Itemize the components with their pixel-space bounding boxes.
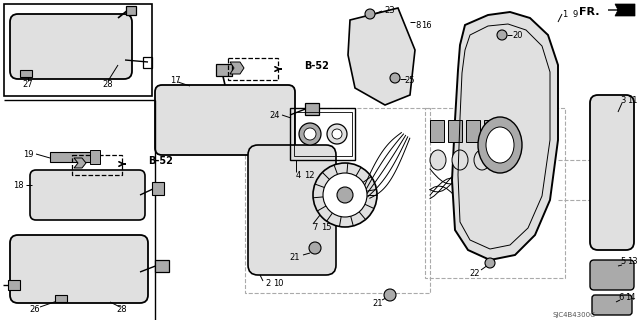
Text: B-52: B-52 bbox=[148, 156, 173, 166]
Bar bbox=[228, 58, 278, 80]
Ellipse shape bbox=[313, 163, 377, 227]
Text: B-52: B-52 bbox=[304, 61, 329, 71]
Bar bbox=[152, 182, 164, 195]
FancyBboxPatch shape bbox=[10, 14, 132, 79]
Text: 12: 12 bbox=[304, 171, 314, 180]
Text: 6: 6 bbox=[618, 292, 624, 301]
Bar bbox=[216, 64, 232, 76]
Text: 21: 21 bbox=[290, 253, 300, 262]
FancyBboxPatch shape bbox=[590, 95, 634, 250]
FancyBboxPatch shape bbox=[248, 145, 336, 275]
Ellipse shape bbox=[384, 289, 396, 301]
Text: 13: 13 bbox=[627, 258, 637, 267]
Bar bbox=[430, 120, 444, 142]
Text: 5: 5 bbox=[620, 258, 626, 267]
Text: 25: 25 bbox=[404, 76, 415, 84]
Text: 28: 28 bbox=[102, 79, 113, 89]
Ellipse shape bbox=[365, 9, 375, 19]
Ellipse shape bbox=[309, 242, 321, 254]
Ellipse shape bbox=[327, 124, 347, 144]
Text: 17: 17 bbox=[170, 76, 180, 84]
FancyBboxPatch shape bbox=[30, 170, 145, 220]
Bar bbox=[245, 108, 430, 293]
Text: 22: 22 bbox=[470, 268, 480, 277]
Ellipse shape bbox=[323, 173, 367, 217]
Text: 19: 19 bbox=[23, 149, 33, 158]
Ellipse shape bbox=[430, 150, 446, 170]
Text: 27: 27 bbox=[22, 79, 33, 89]
Polygon shape bbox=[608, 4, 635, 16]
Bar bbox=[20, 70, 32, 77]
Bar bbox=[143, 57, 152, 68]
Bar bbox=[8, 280, 20, 290]
Ellipse shape bbox=[485, 258, 495, 268]
Bar bbox=[55, 295, 67, 302]
Text: 15: 15 bbox=[321, 222, 332, 231]
Text: 16: 16 bbox=[420, 20, 431, 29]
Ellipse shape bbox=[478, 117, 522, 173]
Text: 10: 10 bbox=[273, 279, 284, 289]
Ellipse shape bbox=[497, 30, 507, 40]
Bar bbox=[90, 150, 100, 164]
FancyBboxPatch shape bbox=[155, 85, 295, 155]
Ellipse shape bbox=[452, 150, 468, 170]
Text: 4: 4 bbox=[296, 171, 301, 180]
Bar bbox=[448, 120, 462, 142]
Polygon shape bbox=[74, 158, 86, 168]
Text: 1: 1 bbox=[563, 10, 568, 19]
Bar bbox=[484, 120, 498, 142]
Text: SJC4B4300C: SJC4B4300C bbox=[552, 312, 595, 318]
Bar bbox=[290, 108, 355, 160]
Ellipse shape bbox=[486, 127, 514, 163]
Polygon shape bbox=[452, 12, 558, 260]
Bar bbox=[305, 103, 319, 115]
Text: 20: 20 bbox=[513, 30, 524, 39]
Text: 23: 23 bbox=[385, 5, 396, 14]
Bar bbox=[294, 112, 352, 156]
Text: 9: 9 bbox=[572, 10, 578, 19]
Text: 21: 21 bbox=[372, 299, 383, 308]
Text: 24: 24 bbox=[269, 110, 280, 119]
Bar bbox=[155, 260, 169, 272]
FancyBboxPatch shape bbox=[10, 235, 148, 303]
Bar bbox=[126, 6, 136, 15]
Text: 8: 8 bbox=[415, 20, 420, 29]
Text: 14: 14 bbox=[625, 292, 636, 301]
Bar bbox=[72, 155, 122, 175]
Text: 18: 18 bbox=[13, 180, 23, 189]
Ellipse shape bbox=[474, 150, 490, 170]
Text: 7: 7 bbox=[312, 222, 317, 231]
Bar bbox=[425, 108, 565, 278]
Bar bbox=[466, 120, 480, 142]
Text: 11: 11 bbox=[627, 95, 637, 105]
Ellipse shape bbox=[304, 128, 316, 140]
Polygon shape bbox=[230, 62, 244, 74]
Ellipse shape bbox=[337, 187, 353, 203]
Ellipse shape bbox=[299, 123, 321, 145]
Bar bbox=[4, 4, 152, 96]
Text: 26: 26 bbox=[29, 306, 40, 315]
Text: 2: 2 bbox=[266, 279, 271, 289]
FancyBboxPatch shape bbox=[590, 260, 634, 290]
Bar bbox=[50, 152, 92, 162]
Text: 3: 3 bbox=[620, 95, 626, 105]
Text: FR.: FR. bbox=[579, 7, 600, 17]
FancyBboxPatch shape bbox=[592, 295, 632, 315]
Polygon shape bbox=[348, 8, 415, 105]
Ellipse shape bbox=[390, 73, 400, 83]
Ellipse shape bbox=[332, 129, 342, 139]
Text: 28: 28 bbox=[116, 306, 127, 315]
